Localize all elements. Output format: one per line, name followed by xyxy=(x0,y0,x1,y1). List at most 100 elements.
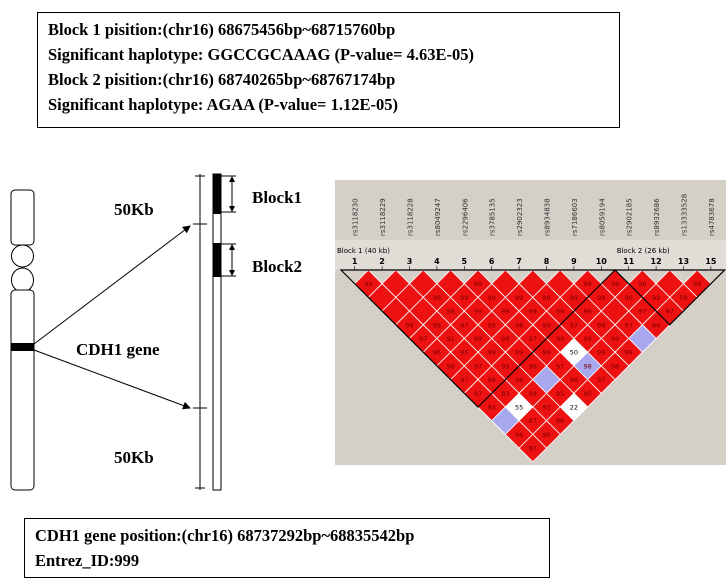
lower-flank-label: 50Kb xyxy=(114,448,154,467)
block1-bracket xyxy=(221,175,236,213)
block2-marker xyxy=(213,243,221,277)
ld-cell-value: 98 xyxy=(597,294,605,302)
ld-cell-value: 22 xyxy=(570,404,578,412)
snp-index-label: 12 xyxy=(651,257,662,266)
ld-cell-value: 99 xyxy=(488,294,496,302)
block2-position-text: Block 2 pisition:(chr16) 68740265bp~6876… xyxy=(48,70,396,89)
ld-cell-value: 99 xyxy=(597,321,605,329)
snp-name-label: rs3118229 xyxy=(379,198,387,236)
snp-index-label: 7 xyxy=(516,257,522,266)
snp-name-label: rs3118230 xyxy=(352,198,360,236)
snp-index-label: 5 xyxy=(462,257,468,266)
block1-title: Block 1 (40 kb) xyxy=(337,247,390,255)
ld-cell-value: 99 xyxy=(556,335,564,343)
ld-cell-value: 95 xyxy=(583,390,591,398)
snp-index-label: 15 xyxy=(705,257,717,266)
ld-cell-value: 99 xyxy=(488,349,496,357)
block1-label: Block1 xyxy=(252,188,303,207)
ld-cell-value: 99 xyxy=(583,308,591,316)
ld-cell-value: 97 xyxy=(460,321,468,329)
ld-cell-value: 93 xyxy=(542,404,550,412)
ld-cell-value: 97 xyxy=(529,335,537,343)
snp-name-label: rs8934838 xyxy=(544,198,552,236)
ld-cell-value: 97 xyxy=(625,321,633,329)
ld-cell-value: 99 xyxy=(542,294,550,302)
ld-cell-value: 97 xyxy=(570,321,578,329)
ld-cell-value: 99 xyxy=(652,294,660,302)
block1-marker xyxy=(213,174,221,214)
upper-flank-label: 50Kb xyxy=(114,200,154,219)
ld-cell-value: 97 xyxy=(597,376,605,384)
ld-cell-value: 97 xyxy=(474,362,482,370)
ld-cell-value: 99 xyxy=(474,335,482,343)
ld-cell-value: 99 xyxy=(583,335,591,343)
ld-cell-value: 55 xyxy=(515,404,523,412)
snp-index-label: 4 xyxy=(434,257,440,266)
ld-cell-value: 99 xyxy=(625,349,633,357)
ld-cell-value: 99 xyxy=(611,280,619,288)
gene-track xyxy=(212,173,222,491)
ld-cell-value: 97 xyxy=(556,362,564,370)
ld-cell-value: 96 xyxy=(638,280,646,288)
ld-cell-value: 97 xyxy=(529,445,537,453)
snp-name-label: rs2902185 xyxy=(626,198,634,236)
ld-cell-value: 97 xyxy=(460,376,468,384)
block2-bracket xyxy=(221,243,236,277)
ld-cell-value: 95 xyxy=(556,390,564,398)
ld-cell-value: 94 xyxy=(652,321,660,329)
ld-cell-value: 99 xyxy=(611,335,619,343)
snp-index-label: 10 xyxy=(596,257,608,266)
ld-heatmap-panel: rs3118230 rs3118229 rs3118228 rs8049247 rs22… xyxy=(335,180,726,465)
ld-cell-value: 98 xyxy=(488,376,496,384)
ld-cell-value: 97 xyxy=(419,335,427,343)
ld-cell-value: 99 xyxy=(364,280,372,288)
snp-name-label: rs8059194 xyxy=(598,198,606,236)
ld-cell-value: 98 xyxy=(515,321,523,329)
snp-index-label: 9 xyxy=(571,257,577,266)
ld-header-band xyxy=(335,240,726,270)
ld-cell-value: 83 xyxy=(501,390,509,398)
ld-cell-value: 98 xyxy=(515,376,523,384)
ld-cell-value: 99 xyxy=(693,280,701,288)
ld-cell-value: 99 xyxy=(542,349,550,357)
ld-cell-value: 97 xyxy=(666,308,674,316)
snp-name-label: rs2902323 xyxy=(516,198,524,236)
ld-cell-value: 99 xyxy=(570,294,578,302)
ld-cell-value: 96 xyxy=(433,349,441,357)
ld-cell-value: 99 xyxy=(474,280,482,288)
ld-cell-value: 91 xyxy=(446,335,454,343)
ld-cell-value: 99 xyxy=(474,308,482,316)
gene-info-box: CDH1 gene position:(chr16) 68737292bp~68… xyxy=(24,518,550,578)
snp-index-label: 13 xyxy=(678,257,689,266)
ld-cell-value: 99 xyxy=(488,321,496,329)
ld-cell-value: 87 xyxy=(529,417,537,425)
block1-haplotype-text: Significant haplotype: GGCCGCAAAG (P-val… xyxy=(48,45,475,64)
gene-position-text: CDH1 gene position:(chr16) 68737292bp~68… xyxy=(35,526,415,545)
snp-name-label: rs8932686 xyxy=(653,198,661,236)
ld-cell-value: 97 xyxy=(474,390,482,398)
ld-cell-value: 98 xyxy=(529,390,537,398)
ld-cell-value: 99 xyxy=(515,349,523,357)
ld-cell-value: 98 xyxy=(446,308,454,316)
ld-cell-value: 96 xyxy=(515,431,523,439)
haplotype-info-box: Block 1 pisition:(chr16) 68675456bp~6871… xyxy=(37,12,620,128)
ld-cell-value: 97 xyxy=(638,308,646,316)
ld-cell xyxy=(518,433,548,463)
block2-haplotype-text: Significant haplotype: AGAA (P-value= 1.… xyxy=(48,95,398,114)
cdh1-locus-band xyxy=(11,343,34,351)
block2-title: Block 2 (26 kb) xyxy=(617,247,670,255)
snp-index-label: 2 xyxy=(379,257,385,266)
region-scale xyxy=(193,174,207,490)
ld-heatmap: rs3118230 rs3118229 rs3118228 rs8049247 rs22… xyxy=(335,194,726,463)
snp-name-label: rs7186603 xyxy=(571,198,579,236)
block1-position-text: Block 1 pisition:(chr16) 68675456bp~6871… xyxy=(48,20,396,39)
snp-index-label: 1 xyxy=(352,257,358,266)
snp-index-label: 6 xyxy=(489,257,495,266)
ld-cell-value: 94 xyxy=(488,404,496,412)
ld-cell-value: 50 xyxy=(570,349,578,357)
ld-cell-value: 96 xyxy=(570,376,578,384)
snp-index-label: 8 xyxy=(544,257,550,266)
ld-cell-value: 99 xyxy=(515,294,523,302)
ld-cell-value: 99 xyxy=(501,335,509,343)
ld-cell-value: 96 xyxy=(542,431,550,439)
